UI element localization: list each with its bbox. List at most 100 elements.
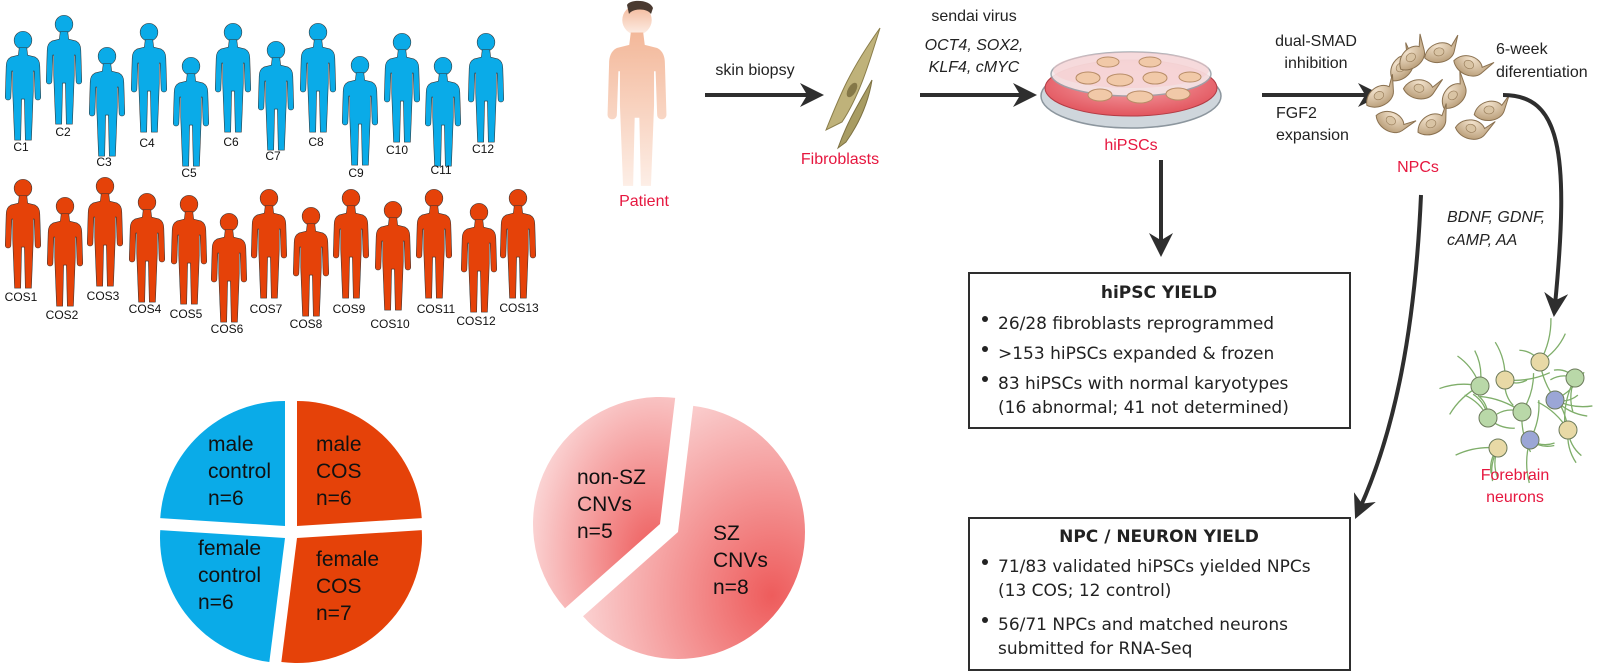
pie-label-male-cos-3: n=6 [316, 487, 352, 510]
control-figure-c1 [4, 30, 42, 141]
cos-label-cos6: COS6 [211, 322, 244, 336]
npc-cell [1399, 33, 1425, 71]
cos-label-cos11: COS11 [417, 302, 456, 316]
dual-smad-label-1: dual-SMAD [1275, 33, 1357, 50]
neuron-soma [1495, 370, 1515, 390]
cos-label-cos4: COS4 [129, 302, 162, 316]
cos-figure-cos3 [86, 176, 124, 287]
npc-cell [1453, 55, 1495, 77]
control-label-c2: C2 [55, 125, 71, 139]
control-label-c6: C6 [223, 135, 239, 149]
pie-label-sz-3: n=8 [713, 576, 749, 599]
cos-label-cos8: COS8 [290, 317, 323, 331]
pie-label-non-sz-1: non-SZ [577, 466, 646, 489]
cos-figure-cos13 [499, 188, 537, 299]
control-cohort: C1 C2 C3 C4 C5 C6 C7 C8 C9 C10 C11 C12 [4, 14, 505, 180]
npc-cell [1417, 103, 1447, 136]
neuron-soma [1558, 420, 1578, 440]
neuron-soma [1488, 438, 1508, 458]
pie-label-male-control-2: control [208, 460, 271, 483]
control-figure-c5 [172, 56, 210, 167]
factors-line2: KLF4, cMYC [929, 59, 1020, 76]
pie-label-male-control-3: n=6 [208, 487, 244, 510]
pie-slice-female-control [160, 530, 285, 663]
npc-yield-title: NPC / NEURON YIELD [1059, 527, 1259, 547]
pie-label-female-control-1: female [198, 537, 261, 560]
sendai-label: sendai virus [931, 8, 1016, 25]
hipsc-yield-item-3: 83 hiPSCs with normal karyotypes [998, 374, 1289, 394]
pie-label-sz-1: SZ [713, 522, 740, 545]
cos-label-cos12: COS12 [456, 314, 496, 328]
hipsc-yield-item-4: (16 abnormal; 41 not determined) [998, 398, 1289, 418]
npc-yield-item-1: 71/83 validated hiPSCs yielded NPCs [998, 557, 1311, 577]
differentiation-label-2: diferentiation [1496, 64, 1588, 81]
reprogramming-arrow: sendai virus OCT4, SOX2, KLF4, cMYC [920, 8, 1037, 107]
pie-label-male-cos-1: male [316, 433, 362, 456]
dual-smad-label-2: inhibition [1284, 55, 1347, 72]
forebrain-neurons-illustration [1439, 318, 1593, 484]
hipsc-yield-box: hiPSC YIELD 26/28 fibroblasts reprogramm… [968, 272, 1351, 429]
cos-figure-cos4 [128, 192, 166, 303]
control-label-c9: C9 [348, 166, 364, 180]
pie-label-female-cos-3: n=7 [316, 602, 352, 625]
neuron-factors-line2: cAMP, AA [1447, 232, 1517, 249]
pie-label-female-control-2: control [198, 564, 261, 587]
cos-label-cos5: COS5 [170, 307, 203, 321]
control-figure-c10 [383, 32, 421, 143]
npc-yield-box: NPC / NEURON YIELD 71/83 validated hiPSC… [968, 517, 1351, 671]
cos-label-cos9: COS9 [333, 302, 366, 316]
skin-biopsy-arrow: skin biopsy [705, 62, 824, 107]
npc-yield-arrow [1353, 194, 1423, 519]
pie-slice-female-cos [281, 530, 422, 663]
hipsc-yield-title: hiPSC YIELD [1101, 283, 1217, 303]
cos-label-cos13: COS13 [499, 301, 539, 315]
pie-label-sz-2: CNVs [713, 549, 768, 572]
control-figure-c9 [341, 55, 379, 166]
cos-label-cos1: COS1 [5, 290, 38, 304]
control-label-c4: C4 [139, 136, 155, 150]
patient-label: Patient [619, 193, 669, 210]
npc-yield-item-4: submitted for RNA-Seq [998, 639, 1192, 659]
neuron-factors-line1: BDNF, GDNF, [1447, 209, 1545, 226]
fibroblasts-illustration: Fibroblasts [801, 27, 881, 168]
npc-cell [1441, 70, 1467, 109]
control-label-c1: C1 [13, 140, 29, 154]
patient-illustration: Patient [607, 0, 669, 210]
neuron-soma [1470, 376, 1490, 396]
control-figure-c7 [257, 40, 295, 151]
pie-slice-non-sz-cnvs [533, 396, 676, 609]
cos-figure-cos10 [374, 200, 412, 311]
cos-figure-cos9 [332, 188, 370, 299]
pie-label-male-control-1: male [208, 433, 254, 456]
fibroblasts-label: Fibroblasts [801, 151, 879, 168]
control-label-c5: C5 [181, 166, 197, 180]
cos-label-cos10: COS10 [370, 317, 410, 331]
differentiation-arrow [1502, 93, 1569, 317]
npc-yield-item-3: 56/71 NPCs and matched neurons [998, 615, 1288, 635]
factors-line1: OCT4, SOX2, [925, 37, 1024, 54]
npc-illustration [1366, 33, 1510, 140]
control-label-c11: C11 [430, 163, 451, 177]
npc-cell [1454, 119, 1496, 140]
control-label-c10: C10 [386, 143, 408, 157]
control-figure-c6 [214, 22, 252, 133]
fgf2-label-1: FGF2 [1276, 105, 1317, 122]
cos-figure-cos5 [170, 194, 208, 305]
control-figure-c3 [88, 46, 126, 157]
hipsc-yield-item-2: >153 hiPSCs expanded & frozen [998, 344, 1274, 364]
differentiation-label-1: 6-week [1496, 41, 1549, 58]
forebrain-label-2: neurons [1486, 489, 1544, 506]
control-figure-c2 [45, 14, 83, 125]
npc-cell [1366, 74, 1394, 108]
neuron-soma [1545, 390, 1565, 410]
control-label-c8: C8 [308, 135, 324, 149]
pie-slice-male-cos [297, 401, 422, 526]
hipscs-label: hiPSCs [1104, 137, 1157, 154]
pie-label-female-cos-1: female [316, 548, 379, 571]
control-label-c7: C7 [265, 149, 281, 163]
npc-yield-item-2: (13 COS; 12 control) [998, 581, 1171, 601]
npc-cell [1424, 34, 1459, 64]
npcs-label: NPCs [1397, 159, 1439, 176]
cnv-pie: non-SZ CNVs n=5 SZ CNVs n=8 [533, 396, 806, 659]
